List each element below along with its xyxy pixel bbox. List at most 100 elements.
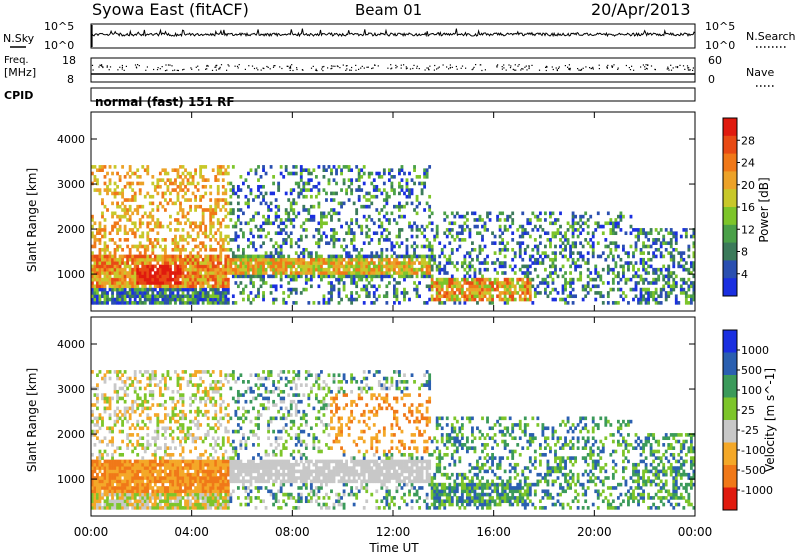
power-cell bbox=[312, 258, 315, 262]
power-cell bbox=[406, 261, 409, 265]
power-cell bbox=[104, 284, 107, 288]
power-cell bbox=[388, 168, 391, 172]
power-cell bbox=[232, 212, 235, 216]
power-cell bbox=[121, 208, 124, 212]
velocity-cell bbox=[172, 489, 175, 493]
power-cell bbox=[260, 271, 263, 275]
power-cell bbox=[486, 255, 489, 259]
power-cell bbox=[511, 291, 514, 295]
nave-dot bbox=[290, 68, 291, 69]
power-cell bbox=[627, 278, 630, 282]
nave-dot bbox=[117, 69, 118, 70]
power-cell bbox=[451, 221, 454, 225]
power-cell bbox=[330, 255, 333, 259]
power-cell bbox=[121, 284, 124, 288]
power-cell bbox=[436, 231, 439, 235]
power-cell bbox=[179, 208, 182, 212]
power-cell bbox=[670, 284, 673, 288]
velocity-cell bbox=[159, 420, 162, 424]
power-cell bbox=[295, 291, 298, 295]
power-cell bbox=[109, 255, 112, 259]
power-cell bbox=[539, 241, 542, 245]
power-cell bbox=[448, 228, 451, 232]
power-cell bbox=[330, 288, 333, 292]
power-cell bbox=[436, 278, 439, 282]
power-cell bbox=[612, 281, 615, 285]
power-cell bbox=[204, 235, 207, 239]
power-cell bbox=[640, 228, 643, 232]
velocity-cell bbox=[149, 380, 152, 384]
nave-dot bbox=[98, 66, 99, 67]
power-cell bbox=[504, 271, 507, 275]
power-cell bbox=[126, 172, 129, 176]
power-cell bbox=[277, 245, 280, 249]
power-cell bbox=[451, 291, 454, 295]
power-cell bbox=[174, 248, 177, 252]
station-title: Syowa East (fitACF) bbox=[92, 0, 249, 19]
velocity-cell bbox=[159, 466, 162, 470]
power-cell bbox=[323, 215, 326, 219]
power-cell bbox=[423, 301, 426, 305]
power-cell bbox=[167, 225, 170, 229]
power-cell bbox=[642, 228, 645, 232]
power-cell bbox=[99, 284, 102, 288]
velocity-cell bbox=[179, 463, 182, 467]
power-cell bbox=[156, 258, 159, 262]
power-cell bbox=[383, 238, 386, 242]
power-cell bbox=[549, 212, 552, 216]
power-cell bbox=[156, 182, 159, 186]
power-cell bbox=[355, 212, 358, 216]
velocity-cell bbox=[114, 476, 117, 480]
power-cell bbox=[501, 265, 504, 269]
power-cell bbox=[378, 261, 381, 265]
power-cell bbox=[408, 298, 411, 302]
velocity-cell bbox=[169, 417, 172, 421]
nave-dot bbox=[436, 68, 437, 69]
power-cell bbox=[187, 231, 190, 235]
power-cell bbox=[627, 255, 630, 259]
power-cell bbox=[398, 215, 401, 219]
velocity-cell bbox=[136, 460, 139, 464]
power-cell bbox=[126, 291, 129, 295]
power-cell bbox=[174, 235, 177, 239]
power-cell bbox=[348, 231, 351, 235]
power-cell bbox=[343, 281, 346, 285]
velocity-cell bbox=[184, 473, 187, 477]
velocity-cell bbox=[121, 397, 124, 401]
power-cell bbox=[675, 238, 678, 242]
velocity-cell bbox=[121, 480, 124, 484]
power-cell bbox=[114, 281, 117, 285]
power-cell bbox=[302, 195, 305, 199]
nave-dot bbox=[426, 67, 427, 68]
nave-dot bbox=[690, 69, 691, 70]
power-cell bbox=[300, 258, 303, 262]
power-cell bbox=[529, 288, 532, 292]
power-cell bbox=[161, 258, 164, 262]
power-cell bbox=[680, 255, 683, 259]
velocity-cell bbox=[177, 373, 180, 377]
power-cell bbox=[572, 251, 575, 255]
velocity-cell bbox=[164, 407, 167, 411]
velocity-cell bbox=[121, 463, 124, 467]
power-cell bbox=[149, 228, 152, 232]
power-cell bbox=[209, 298, 212, 302]
power-cell bbox=[290, 268, 293, 272]
velocity-cell bbox=[109, 426, 112, 430]
power-cell bbox=[315, 175, 318, 179]
power-cell bbox=[418, 294, 421, 298]
power-cell bbox=[227, 278, 230, 282]
nave-dot bbox=[220, 67, 221, 68]
velocity-cell bbox=[156, 446, 159, 450]
power-cell bbox=[544, 218, 547, 222]
power-cell bbox=[521, 278, 524, 282]
power-cell bbox=[534, 245, 537, 249]
power-cell bbox=[360, 265, 363, 269]
power-cell bbox=[572, 301, 575, 305]
power-cell bbox=[209, 248, 212, 252]
power-cell bbox=[647, 294, 650, 298]
power-cell bbox=[99, 265, 102, 269]
power-cell bbox=[534, 261, 537, 265]
power-cell bbox=[620, 288, 623, 292]
power-cell bbox=[320, 212, 323, 216]
power-cell bbox=[446, 258, 449, 262]
